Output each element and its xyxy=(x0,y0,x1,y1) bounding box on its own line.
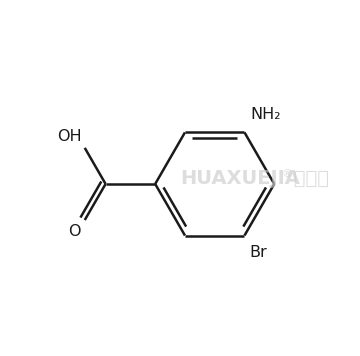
Text: OH: OH xyxy=(57,129,82,144)
Text: Br: Br xyxy=(249,245,267,261)
Text: NH₂: NH₂ xyxy=(251,108,281,122)
Text: ®: ® xyxy=(282,169,293,179)
Text: 化学加: 化学加 xyxy=(287,168,329,188)
Text: HUAXUEJIA: HUAXUEJIA xyxy=(180,168,300,188)
Text: O: O xyxy=(68,224,81,239)
